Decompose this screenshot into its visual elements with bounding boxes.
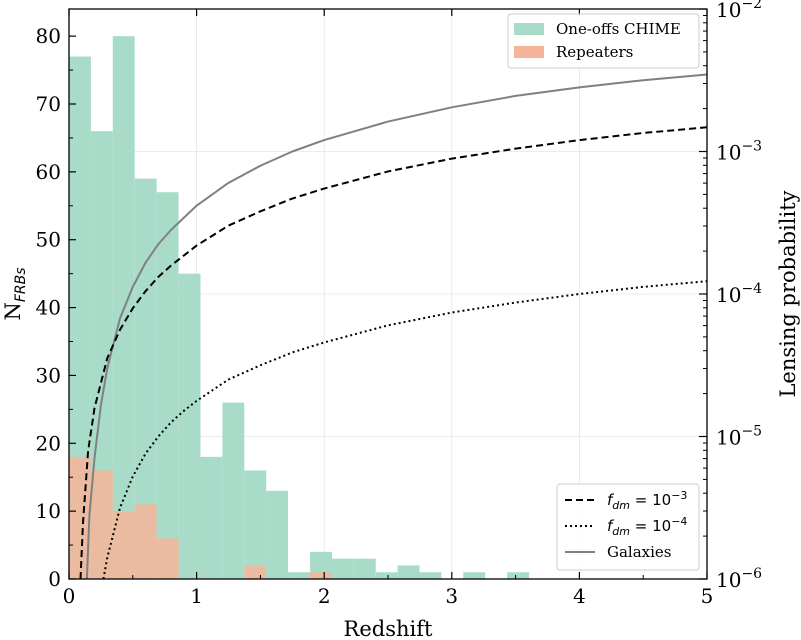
y-left-tick-label: 20 <box>36 431 61 455</box>
histogram-bar-one-offs <box>463 572 486 579</box>
histogram-bar-one-offs <box>178 273 201 579</box>
histogram-bar-repeaters <box>156 538 179 579</box>
y-right-tick-label: 10−2 <box>716 0 762 22</box>
histogram-bar-one-offs <box>353 558 376 579</box>
lensing-curves <box>79 73 708 580</box>
histogram-bar-repeaters <box>310 572 332 579</box>
histogram-bar-one-offs <box>419 572 442 579</box>
legend-histograms: One-offs CHIME Repeaters <box>507 13 700 69</box>
y-left-tick-label: 40 <box>36 296 61 320</box>
y-right-tick-label: 10−5 <box>716 424 762 450</box>
curve-solid <box>85 73 708 580</box>
x-axis-label: Redshift <box>344 617 433 640</box>
histogram-bar-one-offs <box>156 192 179 579</box>
histogram-bar-repeaters <box>244 565 267 579</box>
y-right-axis-label: Lensing probability <box>776 190 800 397</box>
histogram-bar-one-offs <box>244 470 267 579</box>
curve-dotted <box>102 280 708 580</box>
histogram-bar-one-offs <box>69 56 91 579</box>
legend-hist-box <box>507 13 700 69</box>
y-left-tick-label: 10 <box>36 499 61 523</box>
histogram-bar-one-offs <box>288 572 310 579</box>
y-left-tick-label: 60 <box>36 160 61 184</box>
histogram-bar-one-offs <box>134 178 157 579</box>
x-tick-label: 1 <box>190 584 203 608</box>
axis-labels: Redshift NFRBs Lensing probability <box>1 190 800 640</box>
y-right-tick-label: 10−4 <box>716 281 762 307</box>
y-left-axis-label: NFRBs <box>1 267 29 320</box>
legend-hist-label: One-offs CHIME <box>556 20 681 38</box>
histogram-bar-repeaters <box>90 470 113 579</box>
histogram-bar-one-offs <box>266 490 289 579</box>
histogram-bar-one-offs <box>507 572 530 579</box>
legend-line-label: fdm = 10−4 <box>607 515 687 538</box>
axis-ticks: 0 1 2 3 4 50102030405060708010−610−510−410−31… <box>36 0 763 608</box>
histogram-bar-one-offs <box>331 558 354 579</box>
histogram-bar-one-offs <box>397 565 420 579</box>
histogram-bar-repeaters <box>112 511 135 579</box>
grid <box>69 9 707 579</box>
x-tick-label: 0 <box>63 584 76 608</box>
y-left-tick-label: 80 <box>36 24 61 48</box>
histogram-bar-one-offs <box>222 402 245 579</box>
y-right-tick-label: 10−6 <box>716 566 762 592</box>
legend-swatch <box>514 23 544 35</box>
histogram-bar-one-offs <box>200 456 223 579</box>
legend-lines: fdm = 10−3 fdm = 10−4 Galaxies <box>556 483 700 571</box>
x-tick-label: 2 <box>318 584 331 608</box>
y-right-tick-label: 10−3 <box>716 139 762 165</box>
x-tick-label: 3 <box>445 584 458 608</box>
histogram-bar-repeaters <box>134 504 157 579</box>
legend-swatch <box>514 46 544 58</box>
y-left-tick-label: 0 <box>48 567 61 591</box>
y-left-tick-label: 70 <box>36 92 61 116</box>
histogram-bar-one-offs <box>90 131 113 579</box>
y-left-tick-label: 50 <box>36 228 61 252</box>
y-left-tick-label: 30 <box>36 363 61 387</box>
x-tick-label: 5 <box>701 584 714 608</box>
legend-hist-label: Repeaters <box>556 43 633 61</box>
histogram-bar-one-offs <box>375 572 398 579</box>
legend-line-label: fdm = 10−3 <box>607 489 687 512</box>
legend-line-label: Galaxies <box>607 543 672 561</box>
curve-dashed <box>79 126 708 580</box>
x-tick-label: 4 <box>573 584 586 608</box>
legend-lines-box <box>556 483 700 571</box>
